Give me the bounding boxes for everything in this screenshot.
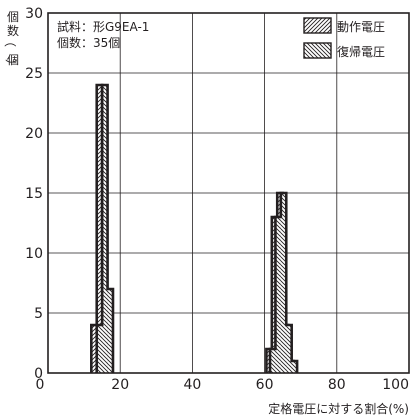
histogram-bar-release bbox=[270, 349, 276, 373]
histogram-bar-operating bbox=[96, 85, 103, 373]
x-tick-label: 80 bbox=[328, 377, 346, 393]
histogram-bar-release bbox=[286, 325, 292, 373]
y-axis-label-char: ） bbox=[4, 59, 18, 71]
histogram-bar-release bbox=[291, 361, 298, 373]
y-axis-label-char: 個 bbox=[7, 10, 19, 24]
histogram-bar-release bbox=[275, 217, 281, 373]
legend: 動作電圧 復帰電圧 bbox=[303, 17, 385, 59]
y-tick-label: 15 bbox=[25, 186, 43, 202]
histogram-bar-release-outline bbox=[268, 191, 299, 373]
y-tick-label: 20 bbox=[25, 126, 43, 142]
x-tick-label: 60 bbox=[256, 377, 274, 393]
legend-swatch-operating bbox=[303, 17, 332, 34]
histogram-bar-release bbox=[102, 85, 108, 373]
histogram-bar-release bbox=[107, 289, 113, 373]
y-tick-label: 25 bbox=[25, 66, 43, 82]
y-axis-label-char: （ bbox=[3, 35, 17, 47]
y-tick-label: 10 bbox=[25, 246, 43, 262]
histogram-bar-release bbox=[96, 325, 103, 373]
x-axis-label: 定格電圧に対する割合(%) bbox=[268, 401, 409, 416]
y-tick-label: 30 bbox=[25, 6, 43, 22]
histogram-bar-operating bbox=[91, 325, 97, 373]
series-release-voltage bbox=[95, 83, 299, 373]
y-axis-label-char: 数 bbox=[7, 23, 19, 38]
plot-frame bbox=[47, 12, 410, 374]
x-tick-labels: 0 20 40 60 80 100 bbox=[36, 377, 409, 393]
y-tick-labels: 0 5 10 15 20 25 30 bbox=[25, 6, 43, 382]
y-tick-label: 0 bbox=[34, 366, 43, 382]
y-tick-label: 5 bbox=[34, 306, 43, 322]
x-tick-label: 20 bbox=[111, 377, 129, 393]
legend-label-operating: 動作電圧 bbox=[337, 20, 385, 34]
y-axis-label-char: 個 bbox=[7, 53, 19, 67]
x-tick-label: 0 bbox=[36, 377, 45, 393]
legend-label-release: 復帰電圧 bbox=[337, 44, 385, 59]
histogram-bar-release-outline bbox=[95, 83, 115, 373]
x-tick-label: 100 bbox=[382, 377, 409, 393]
x-tick-label: 40 bbox=[183, 377, 201, 393]
legend-swatch-release bbox=[303, 42, 332, 59]
histogram-bar-release bbox=[280, 193, 287, 373]
y-axis-label: 個 数 （ 個 ） bbox=[3, 10, 19, 71]
sample-annotation: 試料：形G9EA-1 bbox=[57, 19, 149, 34]
count-annotation: 個数：35個 bbox=[57, 35, 120, 50]
